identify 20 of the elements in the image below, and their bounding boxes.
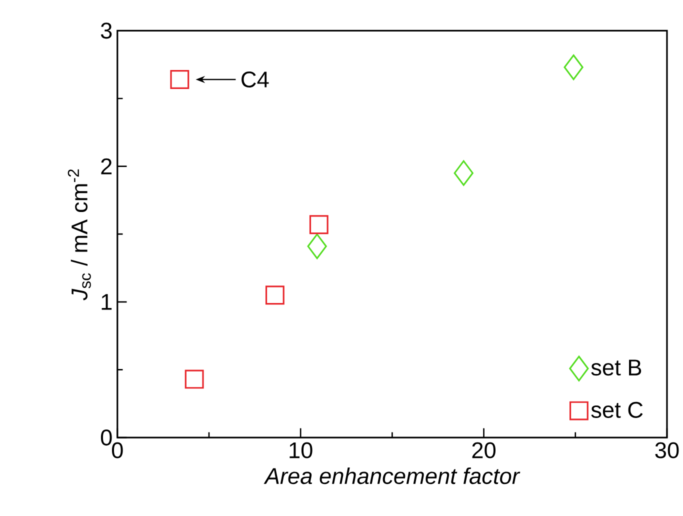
point — [307, 233, 327, 260]
annotation: C4 — [242, 71, 269, 88]
point — [564, 54, 584, 80]
legend-label: set B — [591, 360, 642, 376]
y-tick-label: 3 — [100, 22, 112, 39]
point — [309, 215, 328, 234]
point — [454, 160, 474, 186]
legend-label: set C — [591, 402, 643, 418]
y-tick-label: 0 — [100, 429, 112, 446]
x-tick-label: 0 — [112, 442, 123, 458]
y-axis-title: J$_{sc}$ / mA cm$^{-2}$ — [68, 169, 91, 300]
y-tick-label: 1 — [102, 294, 112, 310]
point — [170, 70, 190, 89]
x-axis-title: Area enhancement factor — [264, 467, 520, 484]
x-tick-label: 20 — [472, 442, 496, 458]
y-tick-label: 2 — [101, 158, 112, 174]
point — [184, 370, 204, 389]
point — [265, 286, 284, 304]
x-tick-label: 10 — [290, 442, 312, 458]
x-tick-label: 30 — [655, 442, 679, 458]
